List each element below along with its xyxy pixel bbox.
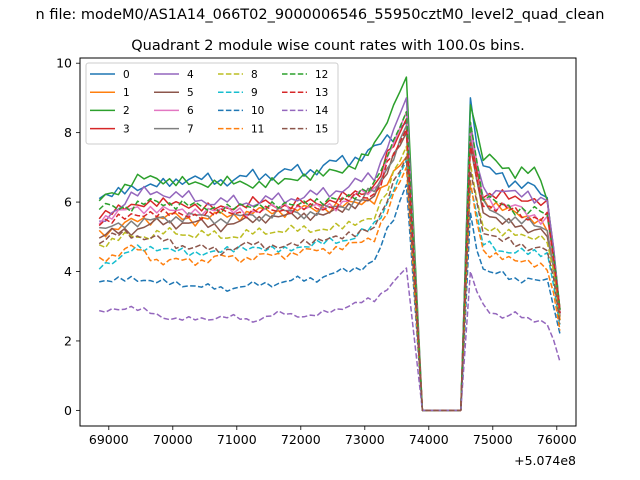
series-line-12 — [98, 111, 561, 412]
series-line-4 — [99, 97, 561, 412]
y-tick-label: 8 — [64, 125, 72, 140]
series-line-14 — [99, 267, 561, 412]
series-line-8 — [98, 145, 561, 412]
x-tick-label: 70000 — [153, 432, 193, 447]
series-line-11 — [98, 166, 561, 412]
y-tick-label: 6 — [64, 195, 72, 210]
legend-label-2: 2 — [123, 105, 130, 117]
x-tick-label: 76000 — [537, 432, 577, 447]
legend-label-12: 12 — [315, 69, 328, 81]
y-axis: 0 2 4 6 8 10 — [56, 56, 80, 418]
series-line-13 — [98, 128, 561, 412]
legend-label-1: 1 — [123, 87, 130, 99]
series-lines — [98, 76, 561, 412]
legend-label-15: 15 — [315, 123, 328, 135]
legend-label-5: 5 — [187, 87, 194, 99]
legend-label-11: 11 — [251, 123, 264, 135]
legend-label-14: 14 — [315, 105, 329, 117]
chart-title: Quadrant 2 module wise count rates with … — [131, 38, 525, 54]
y-tick-label: 4 — [64, 264, 72, 279]
legend-label-10: 10 — [251, 105, 264, 117]
legend-box — [85, 62, 339, 145]
x-tick-label: 75000 — [473, 432, 513, 447]
figure-suptitle: n file: modeM0/AS1A14_066T02_9000006546_… — [36, 7, 605, 23]
series-line-10 — [99, 183, 561, 412]
legend-label-6: 6 — [187, 105, 194, 117]
y-tick-label: 0 — [64, 403, 72, 418]
x-axis: 69000 70000 71000 72000 73000 74000 75000 76000 — [89, 426, 577, 447]
legend-label-4: 4 — [187, 69, 194, 81]
y-tick-label: 10 — [56, 56, 72, 71]
legend-label-8: 8 — [251, 69, 258, 81]
series-line-0 — [98, 97, 561, 412]
x-tick-label: 71000 — [217, 432, 257, 447]
x-offset-text: +5.074e8 — [514, 453, 576, 468]
series-line-2 — [98, 76, 561, 412]
x-tick-label: 69000 — [89, 432, 129, 447]
legend-label-3: 3 — [123, 123, 130, 135]
x-tick-label: 73000 — [345, 432, 385, 447]
x-tick-label: 74000 — [409, 432, 449, 447]
series-line-5 — [98, 131, 561, 412]
series-line-9 — [98, 159, 561, 412]
legend-label-0: 0 — [123, 69, 130, 81]
plot-area: 69000 70000 71000 72000 73000 74000 75000 76000… — [56, 56, 577, 468]
legend-label-9: 9 — [251, 87, 258, 99]
x-tick-label: 72000 — [281, 432, 321, 447]
legend-label-7: 7 — [187, 123, 194, 135]
series-line-15 — [98, 156, 561, 412]
y-tick-label: 2 — [64, 333, 72, 348]
legend-label-13: 13 — [315, 87, 328, 99]
axes-frame — [79, 57, 577, 427]
